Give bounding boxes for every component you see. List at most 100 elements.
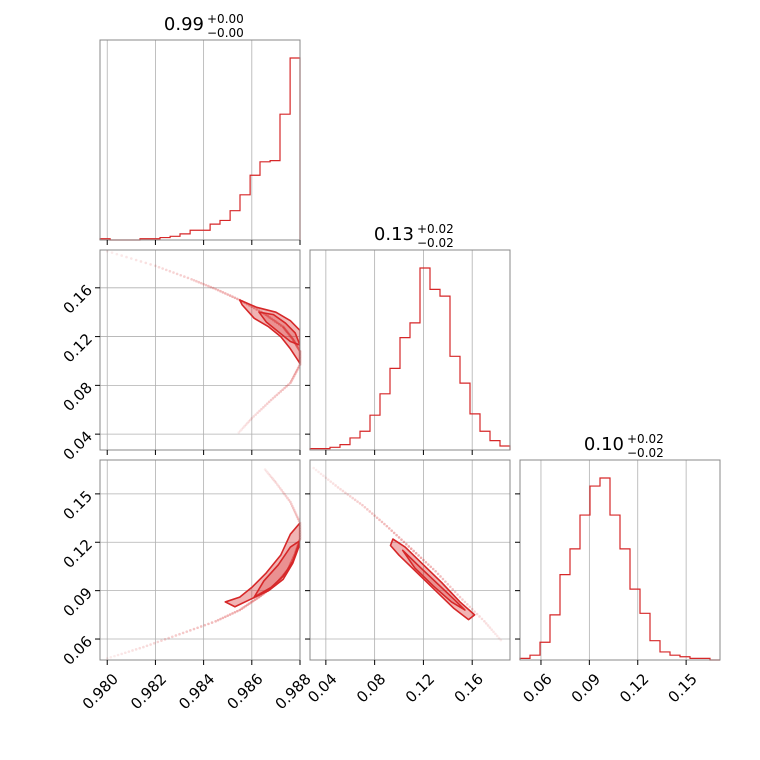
hist-bin-0-8 [180,234,190,240]
hist-bin-1-11 [420,268,430,450]
scatter-point-1-14 [156,640,160,644]
scatter-point-0-11 [157,265,161,269]
scatter-point-0-125 [243,424,246,428]
scatter-point-0-12 [161,267,164,270]
scatter-point-1-118 [277,485,281,488]
scatter-point-2-67 [475,612,479,616]
scatter-point-2-5 [324,476,328,480]
scatter-point-0-2 [115,252,119,256]
scatter-point-2-65 [470,607,474,611]
hist-bin-1-6 [370,415,380,450]
hist-bin-1-9 [400,338,410,450]
scatter-point-0-100 [289,381,292,385]
ticks-layer [95,240,687,665]
scatter-point-2-38 [405,542,408,546]
scatter-point-0-56 [274,320,277,323]
scatter-point-2-1 [314,468,318,472]
param-title-2: 0.10 [584,434,624,455]
scatter-point-0-38 [233,296,237,300]
scatter-point-0-21 [192,278,196,282]
scatter-point-0-93 [295,368,299,372]
x-tick-label-0-3: 0.986 [223,670,266,713]
x-tick-label-1-1: 0.08 [353,670,389,706]
hist-bin-1-14 [450,356,460,450]
scatter-point-0-37 [231,295,234,299]
scatter-point-1-27 [203,623,207,627]
scatter-point-2-25 [373,514,376,517]
scatter-point-2-8 [331,482,335,485]
scatter-point-1-122 [272,478,275,481]
scatter-point-0-103 [283,386,286,390]
scatter-point-0-120 [250,416,254,420]
scatter-point-1-32 [219,617,222,621]
hist-bin-2-13 [650,641,660,660]
scatter-point-0-17 [179,273,183,277]
scatter-point-2-11 [339,487,342,491]
hist-bin-0-11 [210,224,220,240]
scatter-point-1-0 [105,657,109,660]
scatter-point-2-29 [383,522,386,526]
scatter-point-2-48 [429,565,433,569]
scatter-point-0-99 [290,379,293,383]
x-tick-label-0-1: 0.982 [127,670,170,713]
scatter-point-1-21 [181,631,185,635]
scatter-point-1-113 [284,494,288,498]
scatter-point-1-128 [264,469,268,473]
scatter-point-1-30 [214,619,217,623]
y-tick-label-1-1: 0.08 [60,379,96,415]
scatter-point-1-124 [269,475,273,479]
scatter-point-0-117 [256,411,259,415]
scatter-point-1-102 [296,517,300,521]
scatter-point-2-17 [353,498,357,502]
scatter-point-2-27 [378,518,381,522]
scatter-point-2-61 [461,598,464,601]
scatter-point-0-104 [281,388,284,392]
panel-frame-2-2 [519,459,721,661]
scatter-point-2-55 [446,582,450,586]
scatter-point-2-32 [390,529,394,532]
scatter-point-1-33 [221,616,225,620]
scatter-point-0-126 [241,426,245,430]
scatter-point-1-129 [263,468,267,471]
scatter-point-0-3 [120,254,123,257]
scatter-point-2-52 [439,575,442,578]
hist-bin-2-12 [640,613,650,660]
scatter-point-0-54 [270,317,273,321]
contour-outer-1 [224,522,300,608]
scatter-point-0-105 [279,390,283,393]
scatter-point-2-2 [317,470,320,474]
scatter-point-0-1 [110,251,114,254]
scatter-point-2-15 [348,494,352,498]
scatter-point-2-23 [368,510,372,513]
hist-bin-0-9 [190,230,200,240]
hist-bin-2-7 [590,486,600,660]
scatter-point-0-110 [269,398,273,402]
y-tick-label-2-1: 0.09 [60,584,96,620]
scatter-point-0-47 [255,308,258,311]
scatter-point-1-49 [255,597,259,600]
scatter-point-2-47 [426,563,430,566]
contour-inner-2 [401,549,466,611]
scatter-point-1-120 [274,481,278,484]
scatter-point-2-71 [484,622,488,625]
hist-bin-1-18 [490,441,500,450]
histogram-outline-1 [309,267,511,450]
scatter-point-1-41 [240,607,243,611]
scatter-point-1-19 [174,634,178,637]
scatter-point-2-40 [409,547,413,551]
scatter-point-2-43 [417,554,420,557]
scatter-point-0-25 [202,282,205,286]
scatter-point-2-77 [495,634,499,638]
scatter-point-0-119 [252,415,256,418]
hist-bin-2-5 [570,549,580,660]
scatter-point-0-113 [264,404,267,407]
scatter-point-2-63 [466,603,469,606]
scatter-point-2-69 [480,617,484,621]
scatter-point-0-27 [207,284,210,288]
scatter-point-2-58 [453,590,457,594]
scatter-point-2-6 [326,478,330,481]
scatter-point-1-125 [268,474,272,477]
scatter-point-2-72 [486,624,490,627]
scatter-point-2-45 [422,558,425,562]
